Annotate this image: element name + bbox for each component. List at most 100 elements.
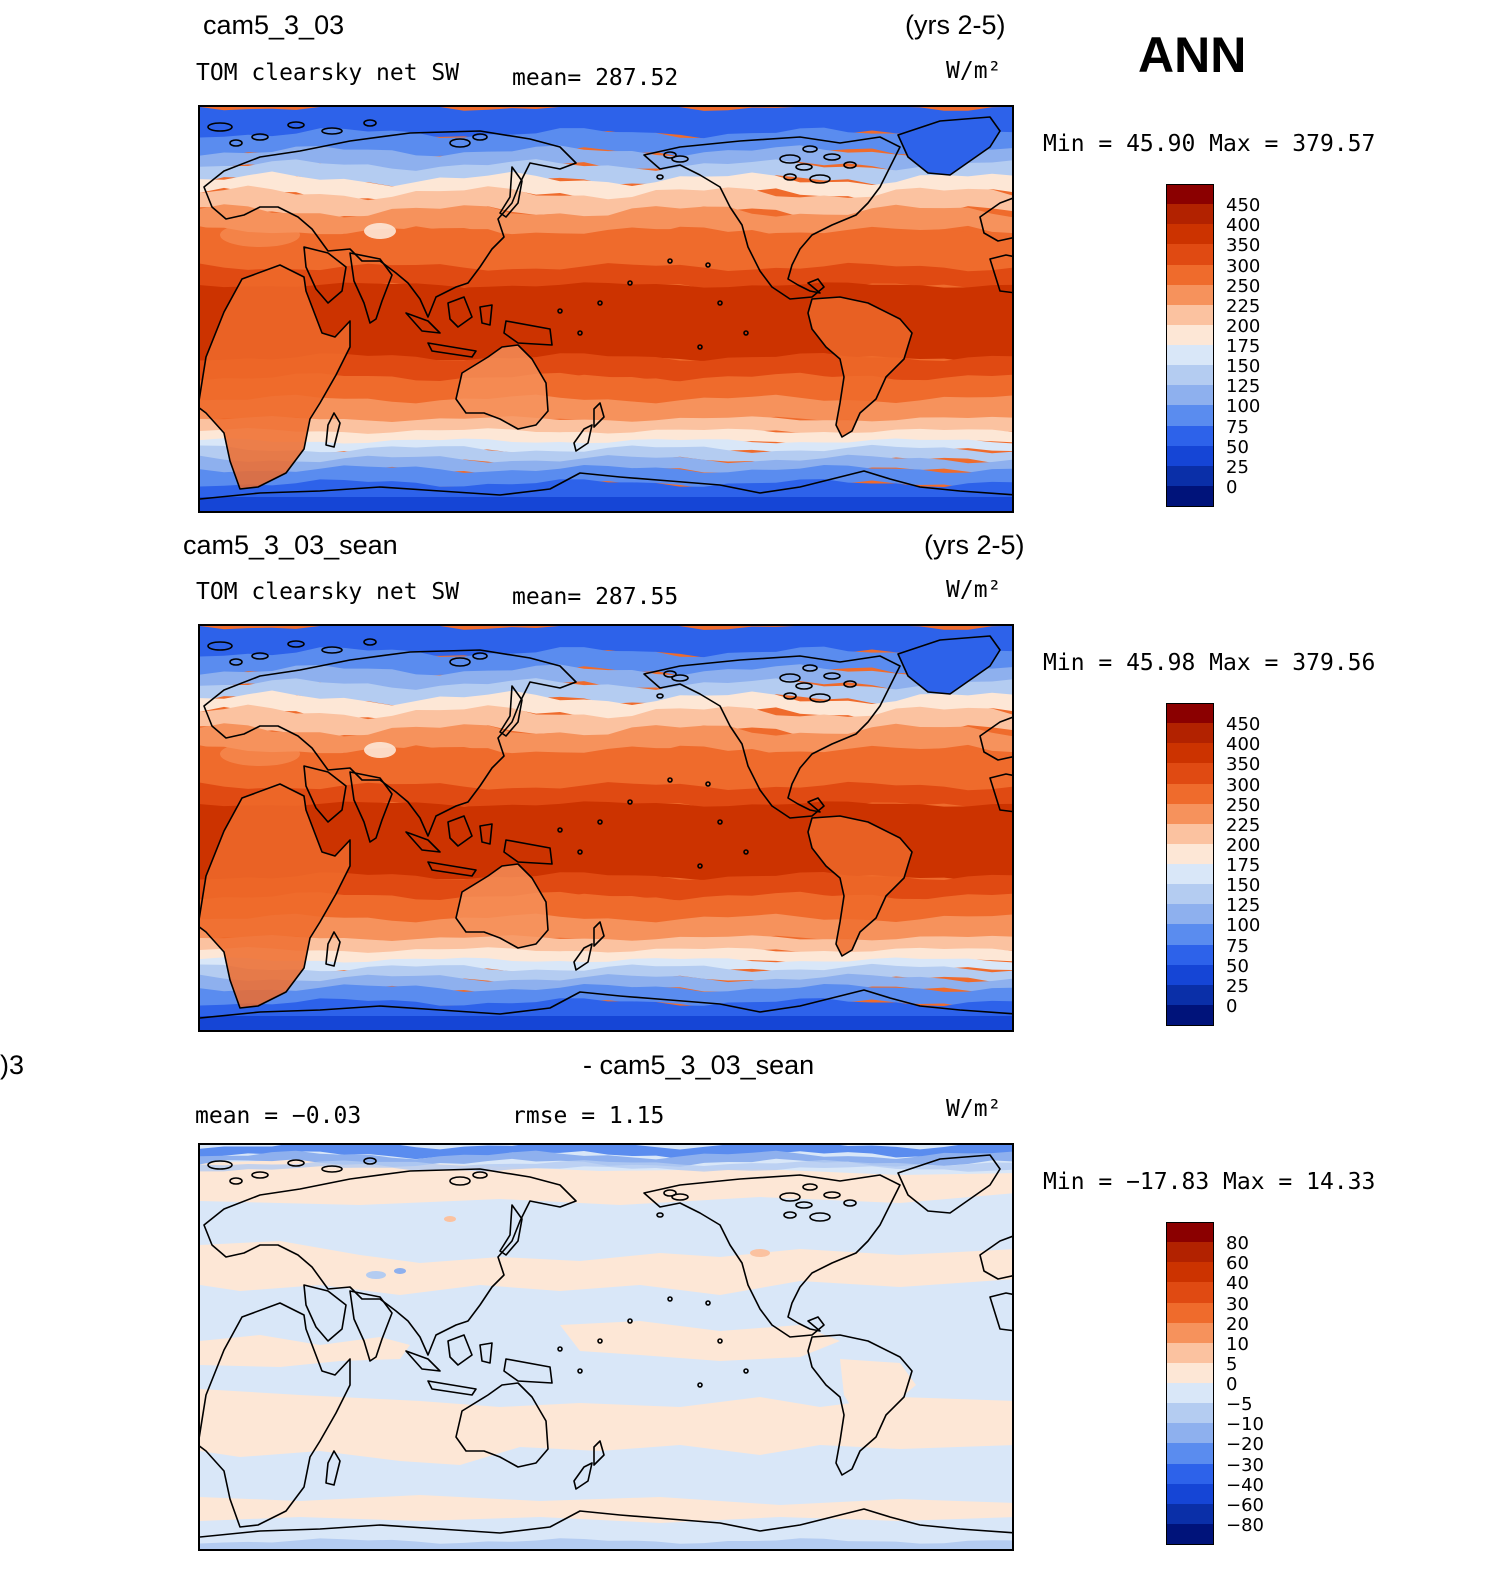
panel1-variable: TOM clearsky net SW	[196, 60, 460, 86]
contour-band	[200, 723, 1012, 760]
colorbar-tick-label: 350	[1226, 235, 1261, 257]
island	[577, 849, 583, 855]
island	[717, 300, 723, 306]
island	[783, 173, 797, 181]
contour-band	[200, 957, 1012, 973]
contour-band	[560, 1321, 840, 1361]
panel2-map-svg	[200, 626, 1012, 1030]
colorbar-swatch	[1166, 964, 1214, 986]
island	[229, 1177, 243, 1185]
colorbar-swatch	[1166, 1362, 1214, 1384]
panel2-minmax: Min = 45.98 Max = 379.56	[1043, 650, 1376, 676]
colorbar-tick-label: 250	[1226, 275, 1261, 297]
colorbar-swatch	[1166, 1443, 1214, 1465]
colorbar-swatch	[1166, 743, 1214, 765]
island	[667, 777, 673, 783]
contour-band	[200, 913, 1012, 944]
contour-band	[200, 127, 1012, 159]
colorbar-tick-label: 300	[1226, 774, 1261, 796]
panel3-mean: mean = −0.03	[195, 1103, 362, 1129]
coastline	[455, 1382, 549, 1468]
island	[795, 682, 813, 690]
island	[783, 692, 797, 700]
panel1-case-title: cam5_3_03	[203, 10, 345, 40]
island	[823, 1191, 841, 1199]
colorbar-swatch	[1166, 284, 1214, 306]
island	[743, 1368, 749, 1374]
contour-band	[200, 935, 1012, 955]
panel1-map-svg	[200, 107, 1012, 511]
coastline	[989, 773, 1012, 813]
colorbar-tick-label: −5	[1226, 1394, 1253, 1416]
island	[207, 122, 233, 132]
colorbar-swatch	[1166, 184, 1214, 206]
island	[809, 693, 831, 703]
island	[656, 174, 664, 180]
panel1-colorbar: 450 400 350 300 250 225 200 175 150 125 100 75 50 25 0	[1166, 184, 1260, 507]
coastline	[200, 264, 351, 490]
colorbar-swatch	[1166, 1282, 1214, 1304]
island	[363, 1157, 377, 1165]
island	[802, 664, 818, 672]
island	[577, 1368, 583, 1374]
contour-band	[200, 438, 1012, 454]
colorbar-tick-label: 0	[1226, 1374, 1238, 1395]
coastline	[200, 470, 1012, 500]
colorbar-swatch	[1166, 1004, 1214, 1026]
coastline	[427, 1380, 477, 1396]
island	[363, 638, 377, 646]
contour-band	[200, 646, 1012, 678]
colorbar-tick-label: 300	[1226, 255, 1261, 277]
coastline	[807, 296, 913, 438]
colorbar-swatch	[1166, 924, 1214, 946]
colorbar-swatch	[1166, 264, 1214, 286]
coastline	[200, 783, 351, 1009]
colorbar-tick-label: 100	[1226, 396, 1261, 418]
contour-band	[200, 372, 1012, 406]
contour-band	[200, 204, 1012, 241]
colorbar-tick-label: −80	[1226, 1514, 1264, 1536]
panel2-years: (yrs 2-5)	[924, 530, 1025, 560]
coastline	[643, 136, 901, 300]
island	[705, 781, 711, 787]
panel3-minmax: Min = −17.83 Max = 14.33	[1043, 1169, 1376, 1195]
coastline	[807, 815, 913, 957]
island	[697, 863, 703, 869]
colorbar-swatch	[1166, 1523, 1214, 1545]
colorbar-swatch	[1166, 723, 1214, 745]
island	[472, 133, 488, 141]
colorbar-tick-label: 175	[1226, 855, 1261, 876]
island	[656, 693, 664, 699]
contour-band	[200, 1159, 1012, 1205]
panel1-units: W/m²	[946, 58, 1002, 84]
colorbar-swatch	[1166, 244, 1214, 266]
colorbar-swatch	[1166, 485, 1214, 507]
colorbar-tick-label: 75	[1226, 416, 1249, 438]
contour-band	[200, 801, 1012, 881]
island	[823, 672, 841, 680]
island	[251, 1171, 269, 1179]
colorbar-tick-label: 350	[1226, 754, 1261, 776]
island	[783, 1211, 797, 1219]
coastline	[643, 655, 901, 819]
island	[627, 1318, 633, 1324]
island	[287, 1159, 305, 1167]
colorbar-tick-label: 80	[1226, 1233, 1249, 1255]
coastline	[503, 1358, 553, 1384]
coastline	[447, 296, 473, 328]
colorbar-tick-label: −60	[1226, 1494, 1264, 1516]
contour-band	[200, 891, 1012, 925]
island	[809, 1212, 831, 1222]
coastline	[349, 771, 393, 843]
colorbar-tick-label: 0	[1226, 476, 1238, 498]
coastline	[989, 1292, 1012, 1332]
colorbar-swatch	[1166, 1242, 1214, 1264]
island	[717, 1338, 723, 1344]
colorbar-swatch	[1166, 884, 1214, 906]
colorbar-swatch	[1166, 843, 1214, 865]
coastline	[643, 1174, 901, 1338]
colorbar-swatch	[1166, 324, 1214, 346]
colorbar-swatch	[1166, 385, 1214, 407]
panel2-map	[198, 624, 1014, 1032]
coastline	[897, 635, 1001, 695]
